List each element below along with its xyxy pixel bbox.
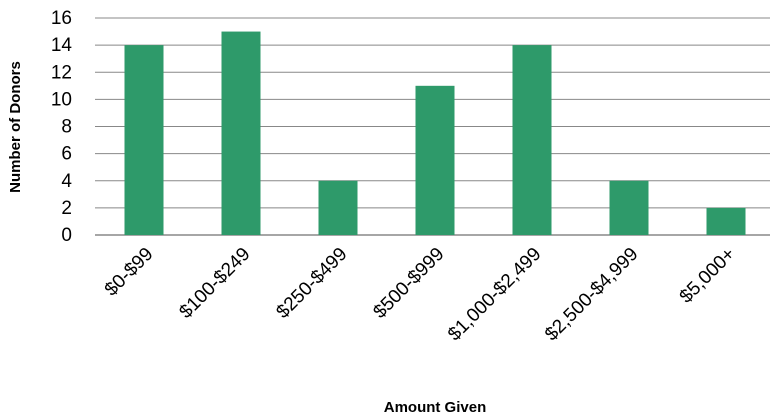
bar — [318, 180, 358, 235]
x-tick-label: $500-$999 — [369, 244, 448, 323]
x-tick-label: $1,000-$2,499 — [444, 244, 546, 346]
y-tick-label: 6 — [61, 144, 72, 165]
y-tick-label: 0 — [61, 225, 72, 246]
y-tick-label: 10 — [51, 89, 72, 110]
y-tick-label: 12 — [51, 62, 72, 83]
x-axis-title: Amount Given — [384, 399, 487, 416]
x-tick-label: $5,000+ — [676, 244, 740, 308]
bar — [124, 45, 164, 235]
bar — [415, 85, 455, 235]
x-tick-label: $250-$499 — [272, 244, 351, 323]
y-tick-label: 14 — [51, 35, 73, 56]
x-tick-label: $100-$249 — [175, 244, 254, 323]
x-tick-label: $0-$99 — [101, 244, 158, 301]
y-tick-label: 4 — [61, 171, 72, 192]
y-tick-label: 16 — [51, 8, 72, 29]
y-axis-ticks: 0 2 4 6 8 10 12 14 16 — [51, 8, 73, 246]
y-tick-label: 8 — [61, 117, 72, 138]
x-tick-label: $2,500-$4,999 — [541, 244, 643, 346]
bar — [512, 45, 552, 235]
y-axis-title: Number of Donors — [7, 61, 24, 193]
bar — [609, 180, 649, 235]
y-tick-label: 2 — [61, 198, 72, 219]
bar — [221, 31, 261, 235]
bars — [124, 31, 746, 235]
bar — [706, 207, 746, 235]
x-axis-ticks: $0-$99 $100-$249 $250-$499 $500-$999$1,000-… — [101, 244, 740, 346]
